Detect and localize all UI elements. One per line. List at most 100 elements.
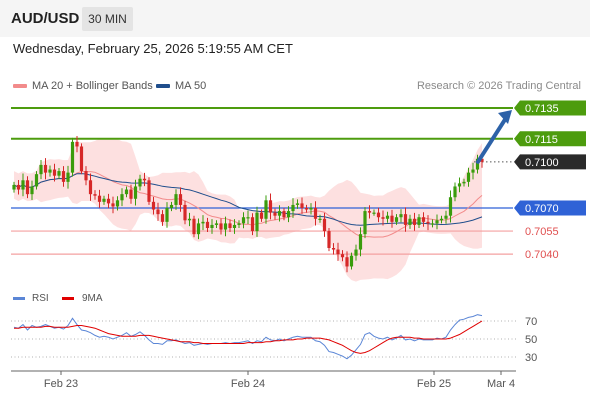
ma50-legend-label: MA 50 xyxy=(175,80,207,92)
candle xyxy=(300,197,304,214)
candle-body xyxy=(322,218,327,232)
candle xyxy=(223,216,228,237)
candle-body xyxy=(16,184,21,190)
candle-body xyxy=(354,249,358,256)
candle-body xyxy=(201,221,205,224)
x-axis: Feb 23 Feb 24 Feb 25 Mar 4 xyxy=(11,370,516,390)
x-tick-label: Mar 4 xyxy=(487,378,515,390)
candle xyxy=(390,209,394,228)
candle-body xyxy=(291,204,295,212)
candle xyxy=(210,219,214,234)
candle xyxy=(286,206,291,223)
candle xyxy=(147,177,151,205)
candle-body xyxy=(390,215,394,222)
candle-body xyxy=(138,178,142,187)
candle-body xyxy=(70,141,75,173)
candle xyxy=(246,210,250,224)
candle xyxy=(34,171,39,190)
candle xyxy=(453,182,457,202)
candle xyxy=(57,168,61,179)
candle xyxy=(322,212,327,237)
candle-body xyxy=(48,169,52,173)
candle-body xyxy=(61,171,66,182)
candle xyxy=(349,252,354,270)
candle-body xyxy=(34,174,39,187)
candle-body xyxy=(345,257,349,267)
level-tag-0.7055: 0.7055 xyxy=(525,226,559,238)
forecast-arrow xyxy=(476,110,512,164)
candle-body xyxy=(133,186,138,199)
x-tick-label: Feb 23 xyxy=(44,378,78,390)
candle-body xyxy=(435,220,439,224)
candle xyxy=(52,163,57,182)
level-tag-0.7115: 0.7115 xyxy=(514,131,586,147)
candle-body xyxy=(214,223,219,225)
candle-body xyxy=(331,248,336,250)
candle-body xyxy=(66,172,70,182)
candle xyxy=(255,206,259,237)
candle xyxy=(462,178,466,187)
candle xyxy=(178,187,183,212)
candle xyxy=(160,210,165,226)
candle-body xyxy=(448,197,453,216)
level-tag-text: 0.7100 xyxy=(525,157,559,169)
candle xyxy=(106,193,111,209)
candle-body xyxy=(318,218,322,220)
candle-body xyxy=(79,146,84,172)
candle-body xyxy=(219,223,223,230)
key-levels xyxy=(11,107,513,255)
candle-body xyxy=(30,186,34,195)
candle xyxy=(61,166,66,187)
candle-body xyxy=(277,211,282,216)
candle xyxy=(228,219,232,232)
level-tags: 0.7135 0.7115 0.7100 0.7070 0.7055 0.7040 xyxy=(514,100,586,261)
candle-body xyxy=(462,181,466,184)
candle-body xyxy=(268,200,273,213)
candle xyxy=(133,179,138,206)
candle xyxy=(75,136,79,153)
candle-body xyxy=(43,164,48,173)
rsi-tick-label: 30 xyxy=(525,352,537,364)
candle-body xyxy=(367,211,372,213)
candle xyxy=(439,215,444,224)
candle-body xyxy=(408,218,412,225)
candle xyxy=(16,180,21,195)
candle-body xyxy=(421,217,426,222)
candle xyxy=(66,165,70,189)
ma20-legend-label: MA 20 + Bollinger Bands xyxy=(32,80,153,92)
level-tag-text: 0.7055 xyxy=(525,226,559,238)
candle-body xyxy=(21,180,25,190)
candle xyxy=(196,218,201,240)
candle-body xyxy=(340,254,345,258)
candle xyxy=(345,251,349,273)
candle-body xyxy=(88,180,93,195)
candle xyxy=(295,199,300,209)
candle xyxy=(457,177,462,193)
candle xyxy=(340,250,345,262)
candle-body xyxy=(286,211,291,218)
candle xyxy=(43,158,48,180)
candle xyxy=(385,211,390,223)
candle-body xyxy=(102,198,106,202)
timeframe-badge[interactable]: 30 MIN xyxy=(82,7,133,31)
candle xyxy=(430,219,435,228)
candle xyxy=(30,180,34,200)
candle xyxy=(219,218,223,235)
candle-body xyxy=(75,141,79,147)
ma50-swatch xyxy=(156,84,170,88)
level-tag-text: 0.7070 xyxy=(525,203,559,215)
candle xyxy=(309,203,313,215)
candle-body xyxy=(358,234,363,250)
candle-body xyxy=(475,158,480,170)
candle-body xyxy=(394,217,399,222)
candle xyxy=(88,173,93,201)
candle-body xyxy=(39,164,43,175)
candle xyxy=(471,162,475,180)
candle xyxy=(129,184,133,204)
candle xyxy=(444,210,448,224)
candle xyxy=(102,195,106,205)
level-tag-box xyxy=(514,100,586,116)
candle-body xyxy=(93,194,97,196)
candle xyxy=(70,137,75,177)
